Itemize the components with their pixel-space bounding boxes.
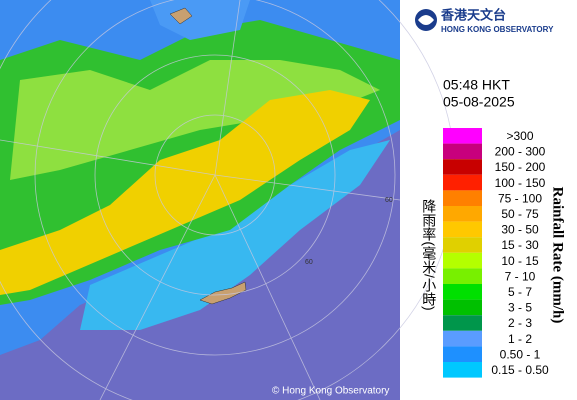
- legend-label: 0.15 - 0.50: [491, 363, 549, 377]
- legend-title-en: Rainfall Rate (mm/h): [550, 187, 566, 324]
- logo: 香港天文台 HONG KONG OBSERVATORY: [415, 7, 554, 34]
- legend-label: 50 - 75: [501, 207, 539, 221]
- legend-swatch: [443, 143, 482, 160]
- time: 05:48 HKT: [443, 77, 510, 93]
- legend-label: 150 - 200: [495, 160, 546, 174]
- legend-swatch: [443, 206, 482, 222]
- legend-label: 1 - 2: [508, 332, 532, 346]
- legend-label: 10 - 15: [501, 254, 539, 268]
- island: [199, 281, 247, 305]
- radar-map: 60 60 © Hong Kong Observatory: [0, 0, 456, 400]
- date: 05-08-2025: [443, 94, 515, 110]
- copyright: © Hong Kong Observatory: [272, 386, 389, 397]
- logo-mark: [418, 15, 434, 25]
- legend-swatch: [443, 315, 482, 331]
- legend-label: 3 - 5: [508, 301, 532, 315]
- legend-title-zh: 降雨率(毫米/小時): [421, 199, 437, 310]
- legend-label: 15 - 30: [501, 238, 539, 252]
- rain-heavy: [0, 90, 370, 295]
- logo-name-en: HONG KONG OBSERVATORY: [441, 25, 554, 34]
- legend-swatch: [443, 221, 482, 238]
- legend-label: 5 - 7: [508, 285, 532, 299]
- legend-swatch: [443, 190, 482, 206]
- rain-top: [150, 0, 250, 40]
- legend-swatch: [443, 268, 482, 284]
- legend-label: 100 - 150: [495, 176, 546, 190]
- legend-label: >300: [506, 129, 533, 143]
- legend-swatch: [443, 174, 482, 191]
- legend-label: 0.50 - 1: [500, 347, 541, 361]
- ring-label: 60: [385, 197, 393, 204]
- legend-swatch: [443, 128, 482, 144]
- legend-swatch: [443, 346, 482, 362]
- legend-swatch: [443, 159, 482, 175]
- ring-label: 60: [305, 259, 313, 266]
- legend-label: 7 - 10: [505, 269, 536, 283]
- legend-swatch: [443, 362, 482, 378]
- island: [169, 7, 193, 25]
- legend-label: 30 - 50: [501, 223, 539, 237]
- legend-swatch: [443, 284, 482, 300]
- legend-label: 2 - 3: [508, 316, 532, 330]
- legend-label: 200 - 300: [495, 145, 546, 159]
- legend-swatch: [443, 252, 482, 269]
- rain-light-green: [10, 60, 380, 180]
- legend-label: 75 - 100: [498, 191, 542, 205]
- legend-swatch: [443, 299, 482, 316]
- legend-swatch: [443, 330, 482, 347]
- logo-name-zh: 香港天文台: [440, 7, 506, 22]
- legend-swatch: [443, 237, 482, 253]
- rain-cyan: [80, 140, 390, 330]
